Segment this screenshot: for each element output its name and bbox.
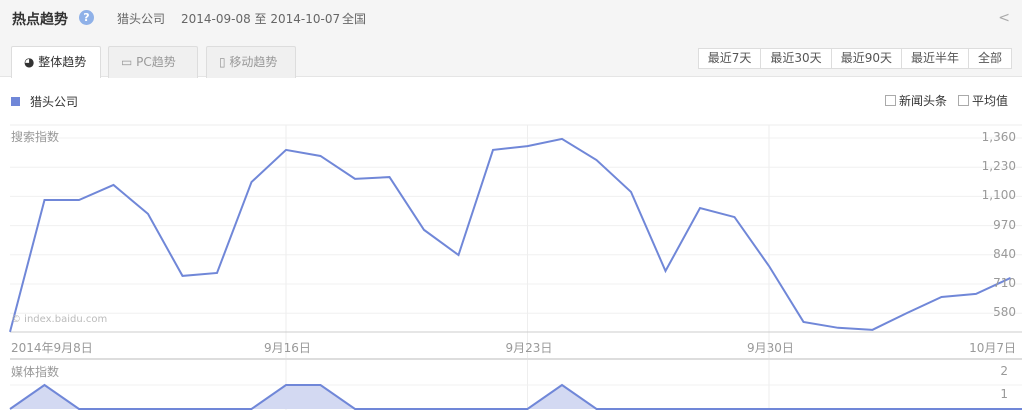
x-tick-label: 2014年9月8日 xyxy=(11,341,93,355)
legend-swatch xyxy=(11,97,20,106)
search-index-label: 搜索指数 xyxy=(11,130,60,144)
y-tick-label: 580 xyxy=(993,305,1016,320)
x-tick-label: 9月30日 xyxy=(747,341,794,355)
legend: 猎头公司 xyxy=(11,93,78,110)
share-icon[interactable]: < xyxy=(998,10,1010,26)
media-y-tick-label: 1 xyxy=(1000,387,1008,401)
range-7d[interactable]: 最近7天 xyxy=(707,51,752,65)
y-tick-label: 710 xyxy=(993,276,1016,290)
x-tick-label: 9月16日 xyxy=(264,341,311,355)
range-half-year[interactable]: 最近半年 xyxy=(900,49,968,68)
y-tick-label: 970 xyxy=(993,217,1016,232)
news-checkbox[interactable]: 新闻头条 xyxy=(885,92,947,109)
date-range: 2014-09-08 至 2014-10-07 xyxy=(181,12,341,26)
y-tick-label: 1,230 xyxy=(981,159,1016,174)
media-index-label: 媒体指数 xyxy=(11,365,60,379)
range-selector: 最近7天 最近30天 最近90天 最近半年 全部 xyxy=(697,48,1012,69)
pie-icon: ◕ xyxy=(24,55,39,69)
monitor-icon: ▭ xyxy=(121,55,137,69)
watermark: © index.baidu.com xyxy=(11,314,108,325)
phone-icon: ▯ xyxy=(219,55,230,69)
range-all[interactable]: 全部 xyxy=(967,49,1011,68)
x-tick-label: 10月7日 xyxy=(969,341,1016,355)
y-tick-label: 840 xyxy=(993,246,1016,261)
media-index-area xyxy=(10,385,1011,409)
range-90d[interactable]: 最近90天 xyxy=(830,49,901,68)
tab-pc[interactable]: ▭ PC趋势 xyxy=(108,46,198,78)
tab-overall[interactable]: ◕ 整体趋势 xyxy=(11,46,101,78)
help-icon[interactable]: ? xyxy=(79,10,94,25)
page-title: 热点趋势 xyxy=(12,12,68,28)
average-checkbox[interactable]: 平均值 xyxy=(958,92,1008,109)
y-tick-label: 1,100 xyxy=(981,188,1016,203)
region: 全国 xyxy=(342,12,367,26)
media-y-tick-label: 2 xyxy=(1000,364,1008,378)
media-index-line xyxy=(9,383,1022,410)
y-tick-label: 1,360 xyxy=(981,130,1016,144)
range-30d[interactable]: 最近30天 xyxy=(760,49,830,68)
search-index-line xyxy=(9,137,1011,333)
header-bar: 热点趋势 ? 猎头公司 2014-09-08 至 2014-10-07 全国 <… xyxy=(0,0,1022,78)
tab-mobile[interactable]: ▯ 移动趋势 xyxy=(206,46,296,78)
legend-label: 猎头公司 xyxy=(30,95,79,109)
keyword: 猎头公司 xyxy=(117,12,166,26)
x-tick-label: 9月23日 xyxy=(505,341,553,355)
